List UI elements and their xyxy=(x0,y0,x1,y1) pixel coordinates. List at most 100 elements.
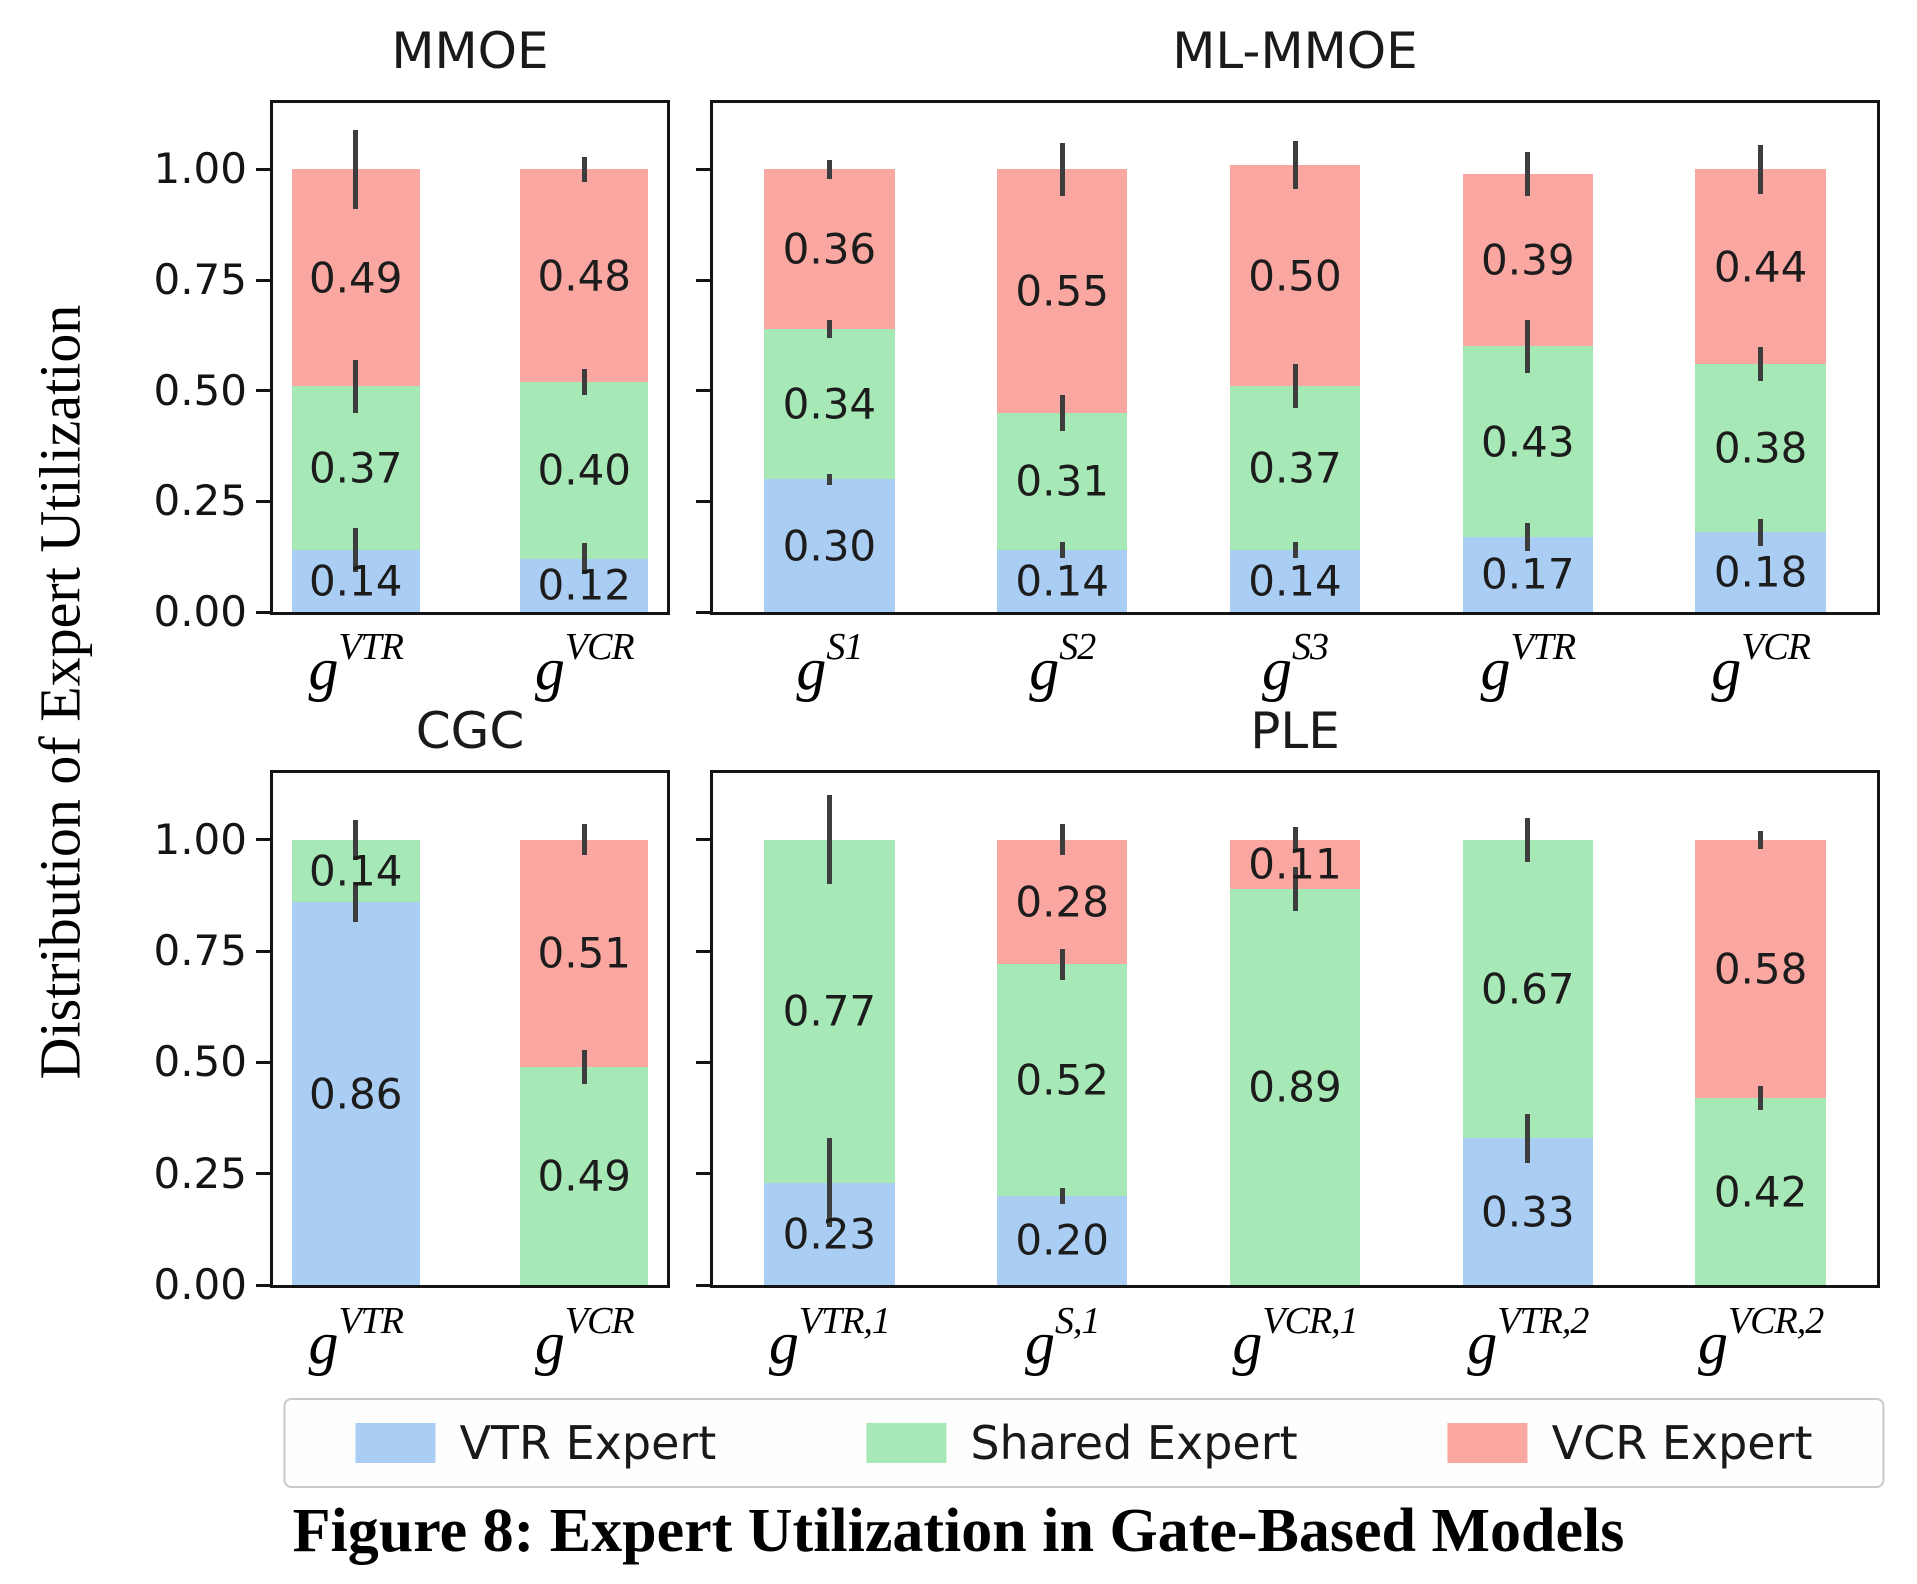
bar-value-label: 0.20 xyxy=(1015,1215,1109,1265)
bar-segment: 0.17 xyxy=(1462,536,1593,612)
plot-frame-mmoe: 0.00 0.25 0.50 0.75 1.00 0.14 0.37 0.49 0.12 0.40… xyxy=(153,100,670,633)
bar-value-label: 0.38 xyxy=(1713,423,1808,473)
subplot-title-mmoe: MMOE xyxy=(391,22,549,80)
y-tick-label: 0.50 xyxy=(153,1037,247,1087)
bar-segment: 0.28 xyxy=(997,839,1128,965)
x-tick-label: gVCR xyxy=(1711,626,1811,702)
bar-segment: 0.30 xyxy=(764,479,895,612)
bar-segment: 0.40 xyxy=(520,381,649,559)
bar-segment: 0.43 xyxy=(1462,346,1593,537)
bar-segment: 0.37 xyxy=(1229,386,1361,551)
bar-value-label: 0.51 xyxy=(537,928,632,978)
bar-value-label: 0.89 xyxy=(1248,1062,1342,1112)
y-tick-label: 1.00 xyxy=(153,814,247,864)
y-tick-label: 0.25 xyxy=(153,1148,247,1198)
x-tick-label: gVTR,2 xyxy=(1467,1300,1589,1376)
y-tick-mark xyxy=(256,1172,270,1176)
bar-value-label: 0.28 xyxy=(1015,877,1109,927)
error-bar xyxy=(826,473,832,485)
error-bar xyxy=(1292,364,1298,409)
y-axis-label: Distribution of Expert Utilization xyxy=(27,304,93,1080)
bar-value-label: 0.12 xyxy=(537,560,632,610)
figure-caption: Figure 8: Expert Utilization in Gate-Bas… xyxy=(292,1497,1625,1565)
error-bar xyxy=(1758,519,1764,546)
bar-value-label: 0.17 xyxy=(1481,549,1575,599)
error-bar xyxy=(353,527,359,573)
legend-label: VCR Expert xyxy=(1551,1416,1813,1470)
error-bar xyxy=(581,157,587,182)
bar-segment: 0.33 xyxy=(1462,1138,1593,1285)
legend-swatch xyxy=(866,1423,947,1463)
bar-value-label: 0.49 xyxy=(308,253,403,303)
error-bar xyxy=(1059,1187,1065,1204)
y-tick-mark xyxy=(256,1060,270,1064)
bar-value-label: 0.34 xyxy=(782,379,877,429)
y-tick-mark xyxy=(696,278,710,282)
legend-swatch xyxy=(355,1423,436,1463)
error-bar xyxy=(1059,542,1065,559)
bar-segment: 0.36 xyxy=(764,169,895,329)
y-tick-mark xyxy=(256,838,270,842)
plot-frame-ml-mmoe: 0.30 0.34 0.36 0.14 0.31 0.55 0.14 0.37 0.50 0.17… xyxy=(696,100,1880,615)
y-tick-label: 0.75 xyxy=(153,926,247,976)
bar-value-label: 0.14 xyxy=(1248,556,1342,606)
error-bar xyxy=(581,368,587,396)
bar-value-label: 0.31 xyxy=(1015,456,1109,506)
bar-value-label: 0.86 xyxy=(308,1069,403,1119)
error-bar xyxy=(826,159,832,180)
y-tick-mark xyxy=(256,278,270,282)
y-tick-mark xyxy=(696,949,710,953)
bar-segment: 0.89 xyxy=(1229,888,1361,1285)
error-bar xyxy=(353,129,359,210)
error-bar xyxy=(826,795,832,885)
y-tick-label: 0.00 xyxy=(153,587,247,636)
error-bar xyxy=(1059,824,1065,856)
legend-item: VTR Expert xyxy=(355,1416,716,1470)
bar-value-label: 0.14 xyxy=(308,556,403,606)
bar-value-label: 0.52 xyxy=(1015,1055,1109,1105)
x-tick-label: gS,1 xyxy=(1024,1300,1100,1376)
error-bar xyxy=(1758,830,1764,849)
error-bar xyxy=(1525,522,1531,551)
y-tick-mark xyxy=(256,1283,270,1287)
bar-segment: 0.67 xyxy=(1462,839,1593,1139)
error-bar xyxy=(581,1049,587,1084)
subplot-title-ple: PLE xyxy=(1250,702,1340,760)
bar-segment: 0.52 xyxy=(997,964,1128,1196)
bar-value-label: 0.49 xyxy=(537,1151,632,1201)
error-bar xyxy=(1525,151,1531,196)
x-tick-label: gVTR,1 xyxy=(768,1300,891,1376)
bar-segment: 0.55 xyxy=(997,169,1128,413)
error-bar xyxy=(353,819,359,860)
y-tick-mark xyxy=(696,167,710,171)
error-bar xyxy=(1292,542,1298,559)
bar-segment: 0.20 xyxy=(997,1195,1128,1285)
bar-value-label: 0.39 xyxy=(1481,235,1575,285)
bar-segment: 0.49 xyxy=(291,169,420,387)
bar-segment: 0.12 xyxy=(520,558,649,612)
bar-segment: 0.86 xyxy=(291,902,420,1285)
y-tick-label: 0.00 xyxy=(153,1260,247,1309)
error-bar xyxy=(581,543,587,575)
subplot-title-ml-mmoe: ML-MMOE xyxy=(1172,22,1418,80)
error-bar xyxy=(1758,1085,1764,1111)
bar-segment: 0.14 xyxy=(1229,550,1361,612)
error-bar xyxy=(1758,145,1764,194)
y-tick-mark xyxy=(696,1172,710,1176)
bar-value-label: 0.37 xyxy=(308,443,403,493)
bar-segment: 0.11 xyxy=(1229,839,1361,889)
error-bar xyxy=(1292,140,1298,190)
bar-value-label: 0.77 xyxy=(782,986,877,1036)
bar-segment: 0.34 xyxy=(764,328,895,480)
bar-value-label: 0.48 xyxy=(537,251,632,301)
bar-value-label: 0.11 xyxy=(1248,839,1342,889)
legend-item: VCR Expert xyxy=(1447,1416,1813,1470)
bar-segment: 0.14 xyxy=(291,839,420,903)
bar-segment: 0.39 xyxy=(1462,173,1593,347)
bar-segment: 0.44 xyxy=(1695,169,1826,365)
legend-swatch xyxy=(1447,1423,1528,1463)
error-bar xyxy=(1059,142,1065,196)
legend-item: Shared Expert xyxy=(866,1416,1298,1470)
error-bar xyxy=(1292,866,1298,912)
